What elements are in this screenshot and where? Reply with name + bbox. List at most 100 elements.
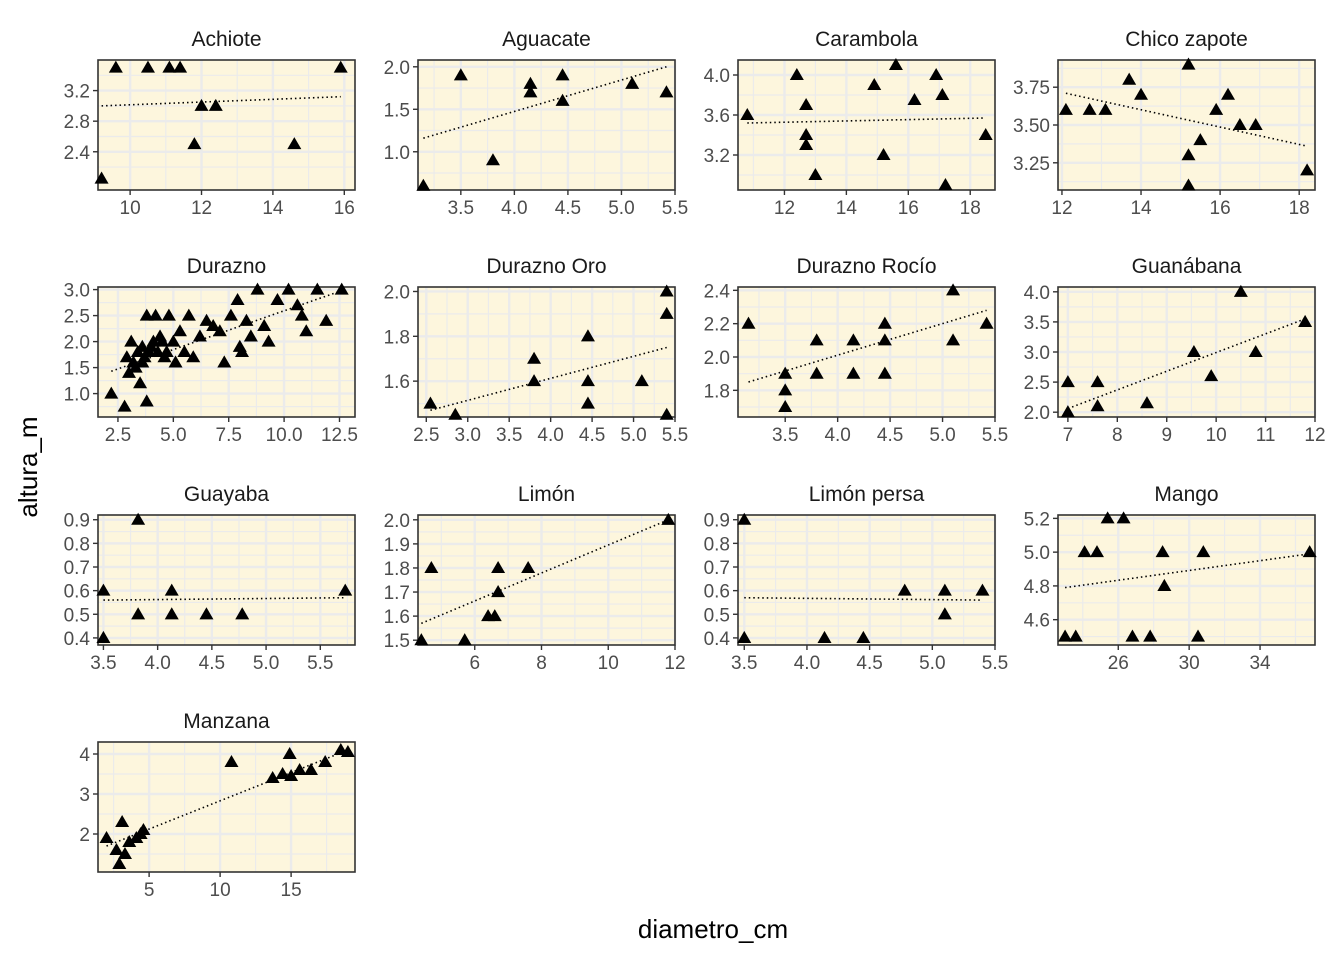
panel-border (417, 286, 676, 418)
x-tick-label: 10.0 (266, 425, 303, 446)
data-point (303, 763, 318, 776)
data-point (1139, 396, 1154, 409)
y-tick-label: 0.9 (704, 511, 730, 532)
panel-background (418, 287, 675, 417)
x-tick-label: 5.5 (307, 653, 333, 674)
data-point (453, 68, 468, 81)
y-tick-label: 1.8 (704, 381, 730, 402)
data-point (224, 755, 239, 768)
y-tick-label: 0.4 (704, 629, 731, 650)
data-point (1191, 629, 1206, 642)
data-point (1090, 375, 1105, 388)
data-point (737, 630, 752, 643)
y-axis-title: altura_m (13, 416, 43, 517)
x-tick-label: 9 (1161, 425, 1172, 446)
data-point (1058, 102, 1073, 115)
data-point (166, 334, 181, 347)
x-tick-label: 3.5 (731, 653, 757, 674)
data-point (817, 630, 832, 643)
facet-panel: Chico zapote 12 14 16 18 3.25 3.50 3.75 (1013, 28, 1316, 219)
data-point (1082, 102, 1097, 115)
x-tick-label: 5.0 (253, 653, 279, 674)
data-point (527, 374, 542, 387)
data-point (250, 282, 265, 295)
y-tick-label: 0.6 (64, 582, 90, 603)
panel-border (417, 59, 676, 191)
data-point (192, 329, 207, 342)
y-tick-label: 1.5 (384, 100, 410, 121)
panel-border (737, 514, 996, 646)
data-point (294, 308, 309, 321)
facet-panel: Limón persa 3.5 4.0 4.5 5.0 5.5 0.4 0.50.6 0.7 0.… (704, 483, 1009, 674)
data-point (416, 178, 431, 191)
y-tick-label: 1.9 (384, 535, 410, 556)
y-tick-label: 2.0 (384, 282, 410, 303)
x-tick-label: 18 (960, 198, 981, 219)
y-tick-label: 2.2 (704, 315, 730, 336)
data-point (555, 68, 570, 81)
x-tick-label: 16 (898, 198, 919, 219)
x-tick-label: 5.5 (982, 425, 1008, 446)
data-point (523, 76, 538, 89)
data-point (261, 334, 276, 347)
facet-panel: Guanábana 7 8 9 10 11 12 2.0 2.5 3.0 3.5 4.0 (1024, 255, 1326, 446)
y-tick-label: 1.0 (64, 385, 90, 406)
data-point (173, 60, 188, 73)
x-tick-label: 14 (262, 198, 284, 219)
data-point (1209, 102, 1224, 115)
y-tick-label: 1.8 (384, 559, 410, 580)
x-tick-label: 3.5 (90, 653, 116, 674)
data-point (164, 607, 179, 620)
data-point (1077, 545, 1092, 558)
facet-title: Achiote (191, 28, 261, 51)
y-tick-label: 2.0 (384, 58, 410, 79)
data-point (521, 560, 536, 574)
data-point (1090, 399, 1105, 412)
x-tick-label: 3.5 (772, 425, 798, 446)
y-tick-label: 0.7 (64, 558, 90, 579)
trend-line (101, 95, 341, 107)
facet-title: Manzana (183, 710, 270, 733)
data-point (235, 607, 250, 620)
x-tick-label: 4.0 (794, 653, 820, 674)
data-point (287, 137, 302, 150)
facet-panel: Aguacate 3.5 4.0 4.5 5.0 5.5 1.0 1.5 2.0 (384, 28, 689, 219)
data-point (131, 607, 146, 620)
panel-border (97, 741, 356, 873)
data-point (527, 351, 542, 364)
facet-panel: Achiote 10 12 14 16 2.4 2.8 3.2 (64, 28, 356, 219)
y-tick-label: 2.8 (64, 112, 90, 133)
x-tick-label: 15 (281, 880, 302, 901)
facet-panel: Durazno Rocío 3.5 4.0 4.5 5.0 5.5 1.8 2.0 2.2 2.4 (704, 255, 1009, 446)
y-tick-label: 0.7 (704, 558, 730, 579)
data-point (136, 823, 151, 836)
data-point (333, 60, 348, 73)
panel-background (738, 515, 995, 645)
data-point (659, 306, 674, 319)
data-point (181, 308, 196, 321)
x-tick-label: 5.5 (662, 425, 688, 446)
data-point (634, 374, 649, 387)
facet-panel: Guayaba 3.5 4.0 4.5 5.0 5.5 0.4 0.50.6 0.7 0.80.9 (64, 483, 356, 674)
data-point (580, 396, 595, 409)
data-point (186, 350, 201, 363)
data-point (162, 60, 177, 73)
data-point (310, 282, 325, 295)
y-tick-label: 3.6 (704, 106, 730, 127)
data-point (856, 630, 871, 643)
data-point (580, 329, 595, 342)
data-point (139, 308, 154, 321)
x-tick-label: 4.5 (877, 425, 903, 446)
x-tick-label: 4.5 (856, 653, 882, 674)
data-point (177, 345, 192, 358)
data-point (946, 283, 961, 296)
data-point (1155, 545, 1170, 558)
y-tick-label: 2.0 (384, 511, 410, 532)
data-point (740, 108, 755, 121)
data-point (270, 293, 285, 306)
data-point (1302, 545, 1317, 558)
data-point (334, 282, 349, 295)
data-point (212, 324, 227, 337)
data-point (929, 68, 944, 81)
trend-line (430, 346, 667, 412)
